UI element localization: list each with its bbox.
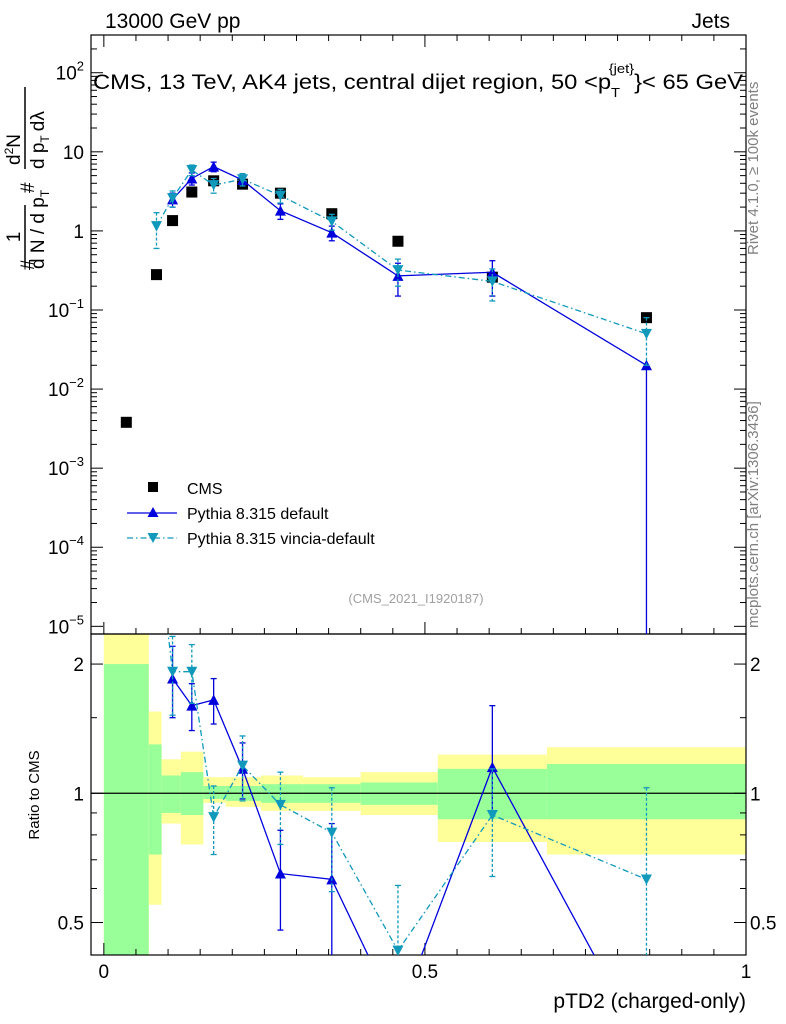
ratio-point-3 (208, 812, 220, 823)
legend-marker-default (147, 507, 159, 517)
ratio-ytick-label-r-1: 1 (750, 784, 761, 805)
ratio-point-7 (392, 945, 404, 955)
xtick-label-0: 0 (99, 962, 110, 983)
main-point-4 (237, 174, 249, 185)
ratio-point-4 (237, 760, 249, 772)
ratio-ytick-label-r-0: 2 (750, 655, 761, 676)
chart-title-main: CMS, 13 TeV, AK4 jets, central dijet reg… (93, 71, 611, 94)
chart-title-sup: {jet} (609, 61, 635, 76)
main-point-5 (274, 190, 286, 202)
ratio-point-7 (486, 761, 498, 773)
ytick-label-6: 10−4 (48, 533, 84, 559)
main-series-2 (151, 164, 652, 366)
chart-title-end: }< 65 GeV (634, 71, 743, 94)
header-right: Jets (691, 10, 730, 33)
ytick-label-4: 10−2 (48, 375, 84, 401)
main-point-cms-0 (120, 416, 132, 428)
main-point-cms-1 (151, 269, 162, 281)
y-label-hash-right: # (18, 182, 39, 193)
mcplots-label: mcplots.cern.ch [arXiv:1306.3436] (745, 401, 762, 628)
ratio-frame (90, 633, 747, 956)
x-axis-label: pTD2 (charged-only) (553, 990, 746, 1013)
y-label-denom: d N / d pT (28, 189, 52, 269)
main-point-7 (392, 265, 404, 276)
ytick-label-7: 10−5 (48, 612, 84, 638)
main-point-1 (167, 193, 179, 204)
y-axis-label: # 1 d N / d pT # d2N d pTdλ (2, 87, 52, 270)
ratio-ytick-label-1: 1 (73, 784, 84, 805)
y-label-hash-left: # (18, 259, 39, 270)
main-point-cms-8 (392, 235, 404, 247)
legend-marker-cms (148, 482, 158, 492)
ratio-point-6 (326, 827, 338, 839)
y-label-rhs-denom: d pTdλ (28, 111, 52, 169)
main-point-4 (274, 205, 286, 216)
ytick-label-3: 10−1 (48, 296, 84, 322)
ratio-y-label: Ratio to CMS (26, 750, 43, 839)
band-inner-2 (161, 775, 181, 813)
ratio-ytick-label-0: 2 (73, 655, 84, 676)
xtick-label-2: 1 (741, 962, 752, 983)
y-label-numer: d2N (2, 134, 25, 165)
ratio-point-4 (274, 868, 286, 879)
ratio-line-1 (167, 634, 647, 952)
main-line-1 (172, 165, 647, 366)
main-point-cms-2 (167, 215, 179, 227)
header-left: 13000 GeV pp (105, 10, 240, 33)
axes-frames: 102 10 1 10−1 10−2 10−3 10−4 10−5 0 0.5 1 2 2 1 1 0.5 0.… (48, 34, 776, 983)
chart-title-sub: T (611, 85, 620, 100)
ratio-point-9 (640, 874, 652, 885)
y-label-one: 1 (4, 232, 25, 243)
ratio-point-1 (186, 700, 198, 711)
legend-label-cms: CMS (187, 481, 223, 498)
main-point-1 (186, 172, 198, 184)
main-series-0 (120, 175, 652, 428)
band-inner-10 (546, 764, 746, 820)
main-point-cms-3 (186, 186, 198, 198)
xtick-label-1: 0.5 (412, 962, 438, 983)
main-point-9 (640, 328, 652, 340)
ytick-label-1: 10 (63, 143, 84, 164)
main-point-5 (326, 227, 338, 238)
legend: CMS Pythia 8.315 default Pythia 8.315 vi… (127, 481, 375, 548)
ratio-ytick-label-r-2: 0.5 (750, 913, 776, 934)
ytick-label-5: 10−3 (48, 454, 84, 480)
ratio-point-5 (274, 799, 286, 811)
main-point-3 (208, 180, 220, 191)
ytick-label-0: 102 (56, 59, 84, 85)
analysis-watermark: (CMS_2021_I1920187) (348, 591, 483, 606)
ratio-point-1 (167, 666, 179, 678)
main-point-2 (186, 164, 198, 176)
rivet-label: Rivet 4.1.0, ≥ 100k events (745, 82, 762, 255)
chart-title: CMS, 13 TeV, AK4 jets, central dijet reg… (93, 61, 743, 100)
legend-label-default: Pythia 8.315 default (187, 506, 329, 523)
main-point-8 (486, 276, 498, 287)
ytick-label-2: 1 (73, 222, 84, 243)
ratio-bands (103, 634, 746, 955)
ratio-series-1 (167, 634, 652, 955)
legend-label-vincia: Pythia 8.315 vincia-default (187, 531, 375, 548)
band-inner-4 (203, 785, 226, 799)
data-series (120, 161, 652, 955)
main-point-6 (326, 216, 338, 227)
ratio-ytick-label-2: 0.5 (58, 913, 84, 934)
main-series-1 (167, 161, 652, 634)
main-point-0 (151, 221, 162, 232)
legend-marker-vincia (147, 533, 159, 543)
main-point-2 (208, 161, 220, 172)
band-inner-1 (148, 744, 162, 855)
ratio-point-8 (486, 810, 498, 821)
ratio-point-2 (208, 694, 220, 705)
band-inner-0 (103, 664, 149, 955)
ratio-point-2 (186, 666, 198, 678)
main-line-2 (155, 169, 647, 335)
